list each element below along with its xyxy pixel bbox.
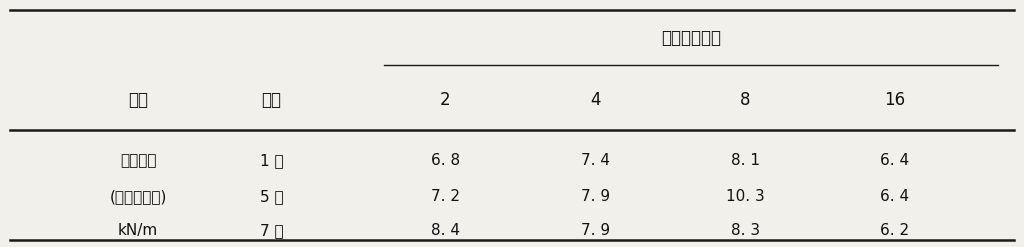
Text: 10. 3: 10. 3 [726,189,765,204]
Text: 7. 2: 7. 2 [431,189,460,204]
Text: 4: 4 [591,91,601,109]
Text: 2: 2 [440,91,451,109]
Text: 1 天: 1 天 [259,153,284,168]
Text: 时间: 时间 [261,91,282,109]
Text: 7 天: 7 天 [259,224,284,238]
Text: 7. 9: 7. 9 [582,189,610,204]
Text: 6. 8: 6. 8 [431,153,460,168]
Text: 剥离强度: 剥离强度 [120,153,157,168]
Text: 项目: 项目 [128,91,148,109]
Text: 氧化镁（份）: 氧化镁（份） [662,29,721,47]
Text: kN/m: kN/m [118,224,159,238]
Text: 6. 4: 6. 4 [881,189,909,204]
Text: 5 天: 5 天 [259,189,284,204]
Text: 7. 9: 7. 9 [582,224,610,238]
Text: 8. 4: 8. 4 [431,224,460,238]
Text: 6. 2: 6. 2 [881,224,909,238]
Text: 16: 16 [885,91,905,109]
Text: (帆布～帆布): (帆布～帆布) [110,189,167,204]
Text: 8. 1: 8. 1 [731,153,760,168]
Text: 8: 8 [740,91,751,109]
Text: 6. 4: 6. 4 [881,153,909,168]
Text: 8. 3: 8. 3 [731,224,760,238]
Text: 7. 4: 7. 4 [582,153,610,168]
